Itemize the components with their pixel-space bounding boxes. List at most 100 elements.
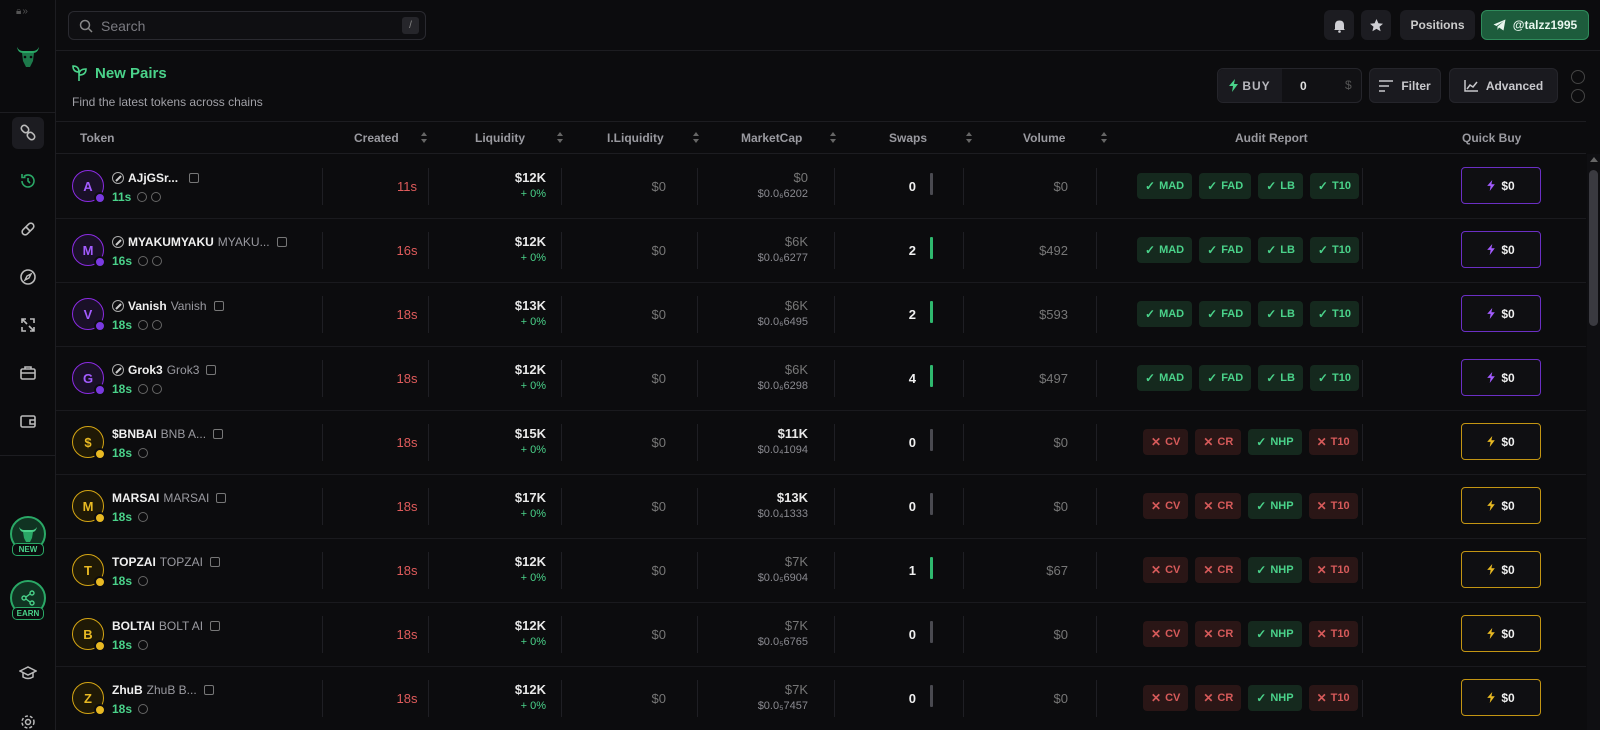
link-icon[interactable] xyxy=(151,192,162,202)
copy-icon[interactable] xyxy=(209,557,220,567)
table-row[interactable]: $ $BNBAI BNB A... 18s 18s $15K + 0% $0 $11K $0.0₄… xyxy=(56,410,1586,475)
buy-amount-box[interactable]: BUY 0 $ xyxy=(1217,68,1362,103)
audit-chip[interactable]: ✕ CR xyxy=(1195,493,1242,519)
search-input[interactable] xyxy=(101,17,381,34)
copy-icon[interactable] xyxy=(216,493,227,503)
sort-icon[interactable] xyxy=(829,131,837,144)
search-token-icon[interactable] xyxy=(138,320,149,330)
search-token-icon[interactable] xyxy=(137,192,148,202)
quick-buy-button[interactable]: $0 xyxy=(1461,295,1541,332)
bull-logo-icon[interactable] xyxy=(14,43,42,71)
link-icon[interactable] xyxy=(152,256,163,266)
sidebar-item-settings[interactable] xyxy=(12,706,44,730)
table-row[interactable]: Z ZhuB ZhuB B... 18s 18s $12K + 0% $0 $7K $0.0₅74… xyxy=(56,666,1586,730)
audit-chip[interactable]: ✕ CV xyxy=(1143,557,1189,583)
copy-icon[interactable] xyxy=(276,237,287,247)
search-token-icon[interactable] xyxy=(138,384,149,394)
audit-chip[interactable]: ✕ CR xyxy=(1195,621,1242,647)
search-token-icon[interactable] xyxy=(138,448,149,458)
search-token-icon[interactable] xyxy=(138,256,149,266)
link-icon[interactable] xyxy=(152,320,163,330)
audit-chip[interactable]: ✕ CV xyxy=(1143,429,1189,455)
new-badge-button[interactable]: NEW xyxy=(10,516,46,564)
buy-amount-input[interactable]: 0 xyxy=(1300,79,1307,93)
token-avatar[interactable]: Z xyxy=(72,682,106,716)
audit-chip[interactable]: ✓ NHP xyxy=(1248,557,1302,583)
token-name[interactable]: MARSAI MARSAI xyxy=(112,491,227,505)
search-box[interactable]: / xyxy=(68,11,426,40)
col-volume[interactable]: Volume xyxy=(1023,131,1066,145)
audit-chip[interactable]: ✕ CR xyxy=(1195,685,1242,711)
audit-chip[interactable]: ✓ FAD xyxy=(1199,237,1252,263)
search-token-icon[interactable] xyxy=(138,704,149,714)
audit-chip[interactable]: ✕ CR xyxy=(1195,557,1242,583)
audit-chip[interactable]: ✓ FAD xyxy=(1199,301,1252,327)
copy-icon[interactable] xyxy=(189,173,200,183)
audit-chip[interactable]: ✕ T10 xyxy=(1308,429,1358,455)
audit-chip[interactable]: ✓ LB xyxy=(1258,365,1303,391)
col-liquidity[interactable]: Liquidity xyxy=(475,131,525,145)
advanced-button[interactable]: Advanced xyxy=(1449,68,1558,103)
table-row[interactable]: M MYAKUMYAKU MYAKU... 16s 16s $12K + 0% $0 $6K $0… xyxy=(56,218,1586,283)
sidebar-item-explore[interactable] xyxy=(12,261,44,293)
audit-chip[interactable]: ✕ CV xyxy=(1143,493,1189,519)
token-name[interactable]: ZhuB ZhuB B... xyxy=(112,683,214,697)
audit-chip[interactable]: ✓ FAD xyxy=(1199,365,1252,391)
notifications-button[interactable] xyxy=(1324,10,1354,40)
audit-chip[interactable]: ✓ MAD xyxy=(1137,237,1193,263)
token-avatar[interactable]: T xyxy=(72,554,106,588)
audit-chip[interactable]: ✓ T10 xyxy=(1309,237,1359,263)
sort-icon[interactable] xyxy=(1100,131,1108,144)
sort-icon[interactable] xyxy=(965,131,973,144)
audit-chip[interactable]: ✓ NHP xyxy=(1248,621,1302,647)
table-row[interactable]: B BOLTAI BOLT AI 18s 18s $12K + 0% $0 $7K $0.0₅67… xyxy=(56,602,1586,667)
link-icon[interactable] xyxy=(152,384,163,394)
audit-chip[interactable]: ✓ MAD xyxy=(1137,365,1193,391)
audit-chip[interactable]: ✕ T10 xyxy=(1308,685,1358,711)
audit-chip[interactable]: ✕ CR xyxy=(1195,429,1242,455)
audit-chip[interactable]: ✕ CV xyxy=(1143,621,1189,647)
audit-chip[interactable]: ✕ T10 xyxy=(1308,557,1358,583)
favorites-button[interactable] xyxy=(1361,10,1391,40)
audit-chip[interactable]: ✓ NHP xyxy=(1248,685,1302,711)
buy-mode-button[interactable]: BUY xyxy=(1218,69,1282,102)
sidebar-item-pill[interactable] xyxy=(12,213,44,245)
audit-chip[interactable]: ✓ T10 xyxy=(1309,365,1359,391)
quick-buy-button[interactable]: $0 xyxy=(1461,551,1541,588)
col-iliquidity[interactable]: I.Liquidity xyxy=(607,131,664,145)
audit-chip[interactable]: ✕ CV xyxy=(1143,685,1189,711)
quick-buy-button[interactable]: $0 xyxy=(1461,615,1541,652)
sort-icon[interactable] xyxy=(692,131,700,144)
sidebar-item-wallet[interactable] xyxy=(12,405,44,437)
sidebar-item-portfolio[interactable] xyxy=(12,357,44,389)
col-marketcap[interactable]: MarketCap xyxy=(741,131,803,145)
token-avatar[interactable]: B xyxy=(72,618,106,652)
quick-buy-button[interactable]: $0 xyxy=(1461,487,1541,524)
table-row[interactable]: M MARSAI MARSAI 18s 18s $17K + 0% $0 $13K $0.0₄13… xyxy=(56,474,1586,539)
table-row[interactable]: V Vanish Vanish 18s 18s $13K + 0% $0 $6K $0.0₆649… xyxy=(56,282,1586,347)
token-avatar[interactable]: M xyxy=(72,490,106,524)
token-avatar[interactable]: V xyxy=(72,298,106,332)
audit-chip[interactable]: ✕ T10 xyxy=(1308,493,1358,519)
token-avatar[interactable]: M xyxy=(72,234,106,268)
audit-chip[interactable]: ✓ T10 xyxy=(1309,173,1359,199)
sidebar-collapse-icon[interactable]: 🔒︎» xyxy=(16,6,29,17)
search-token-icon[interactable] xyxy=(138,576,149,586)
table-row[interactable]: G Grok3 Grok3 18s 18s $12K + 0% $0 $6K $0.0₆6298 4… xyxy=(56,346,1586,411)
token-name[interactable]: $BNBAI BNB A... xyxy=(112,427,224,441)
quick-buy-button[interactable]: $0 xyxy=(1461,231,1541,268)
token-name[interactable]: MYAKUMYAKU MYAKU... xyxy=(112,235,287,249)
earn-badge-button[interactable]: EARN xyxy=(10,580,46,628)
token-name[interactable]: Grok3 Grok3 xyxy=(112,363,217,377)
table-row[interactable]: A AJjGSr... 11s 11s $12K + 0% $0 $0 $0.0₆6202 0 $0… xyxy=(56,154,1586,219)
audit-chip[interactable]: ✓ NHP xyxy=(1248,429,1302,455)
audit-chip[interactable]: ✓ LB xyxy=(1258,301,1303,327)
quick-buy-button[interactable]: $0 xyxy=(1461,167,1541,204)
settings-mini-icon[interactable] xyxy=(1571,70,1585,84)
quick-buy-button[interactable]: $0 xyxy=(1461,359,1541,396)
token-name[interactable]: BOLTAI BOLT AI xyxy=(112,619,221,633)
token-avatar[interactable]: G xyxy=(72,362,106,396)
audit-chip[interactable]: ✓ NHP xyxy=(1248,493,1302,519)
col-created[interactable]: Created xyxy=(354,131,399,145)
filter-button[interactable]: Filter xyxy=(1369,68,1441,103)
